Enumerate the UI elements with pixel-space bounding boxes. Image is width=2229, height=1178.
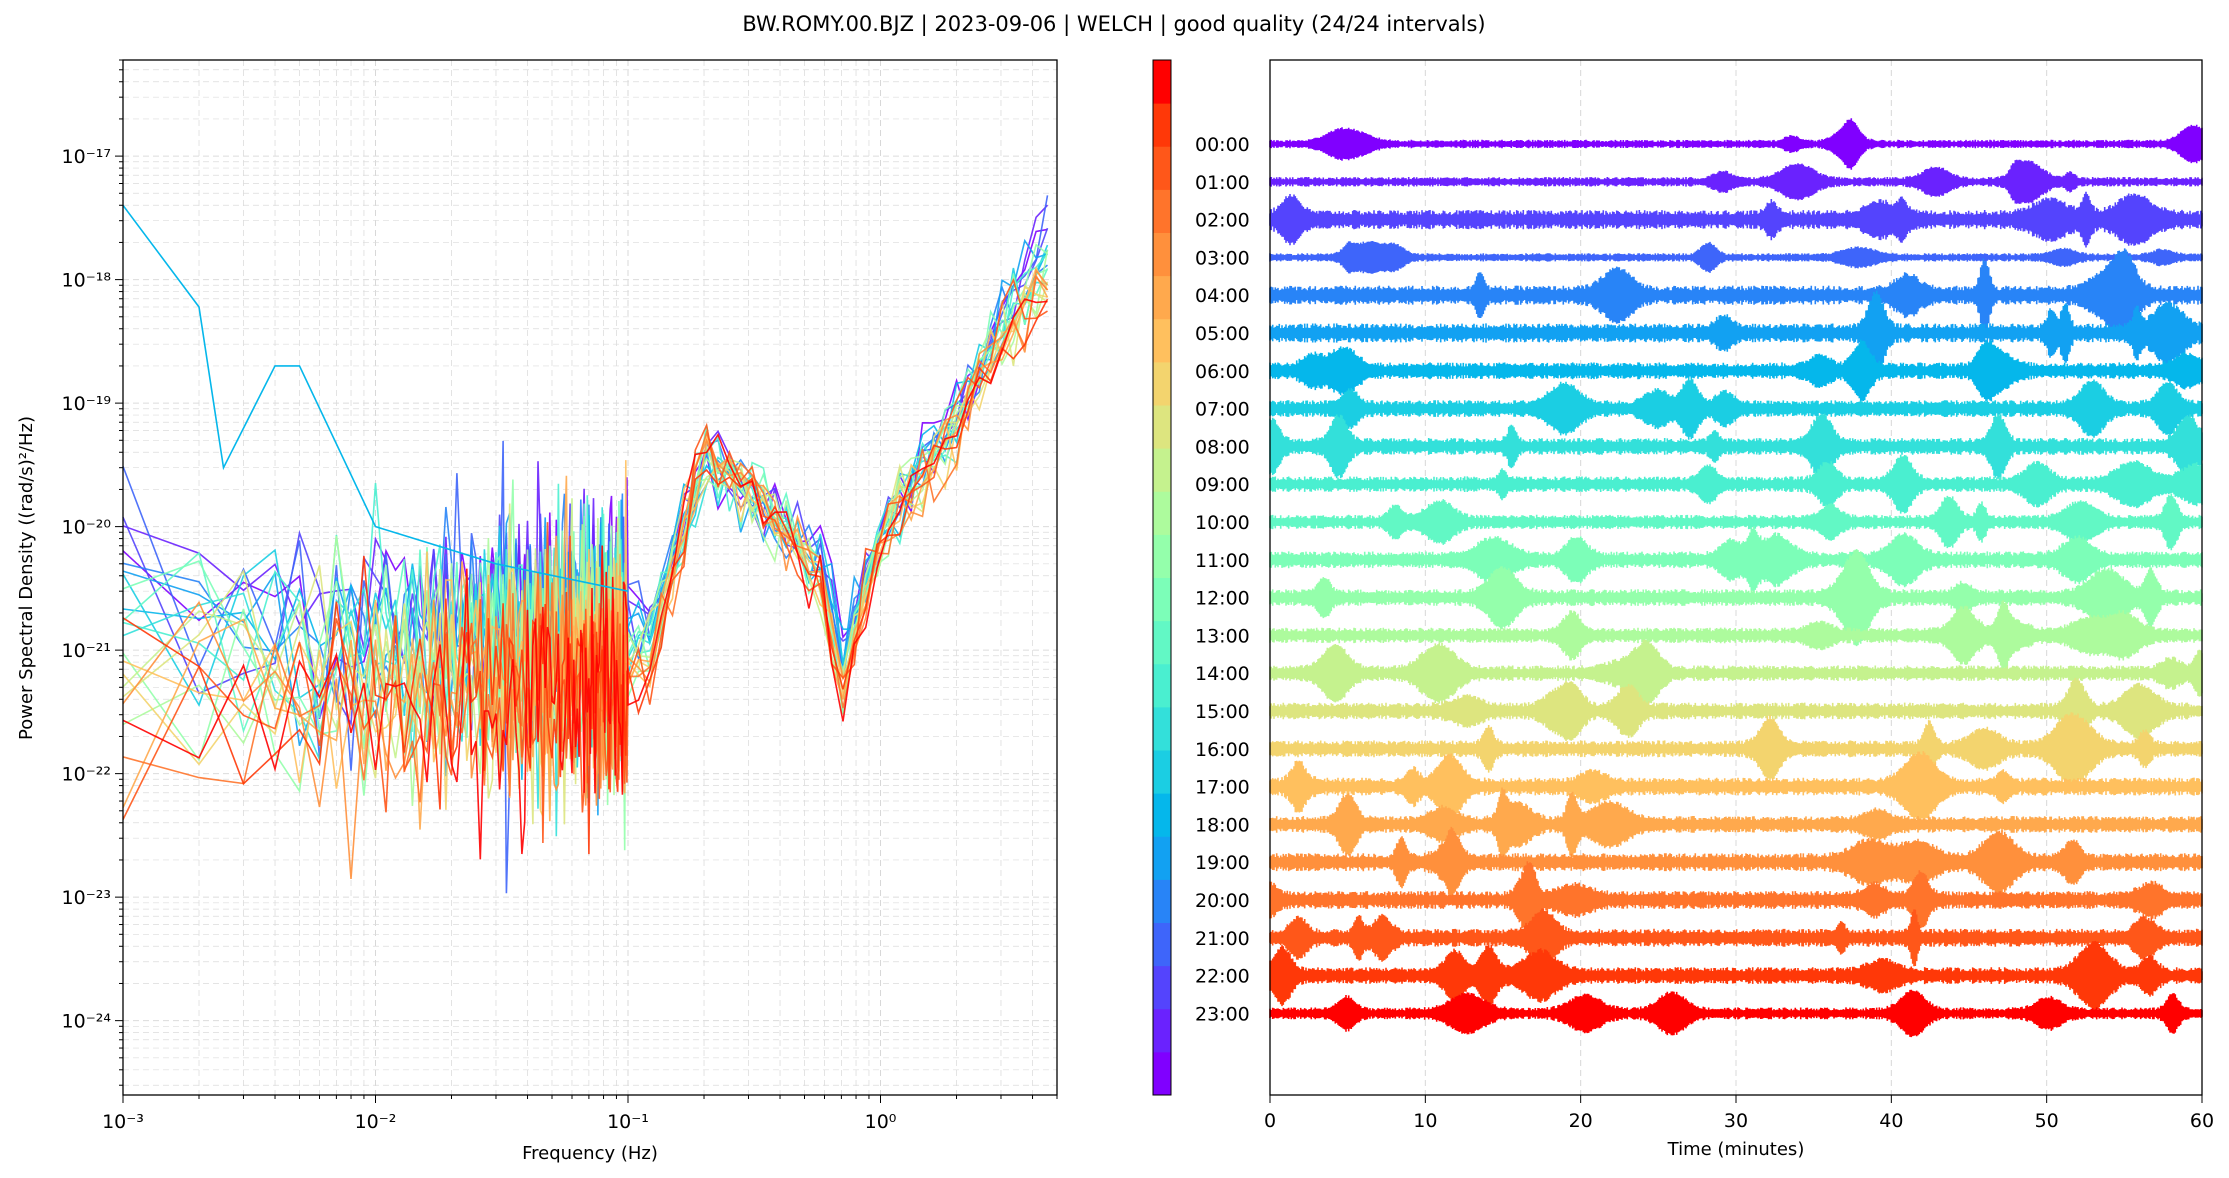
dayplot-ytick-label: 03:00 (1195, 247, 1250, 269)
psd-xtick-label: 10⁻¹ (607, 1111, 649, 1133)
colorbar-frame (1152, 59, 1172, 1096)
colorbar-segment (1153, 965, 1171, 1010)
dayplot-xtick-label: 50 (2035, 1110, 2059, 1132)
dayplot-ytick-label: 21:00 (1195, 928, 1250, 950)
psd-ytick-label: 10⁻¹⁷ (62, 146, 111, 168)
colorbar-segment (1153, 663, 1171, 708)
dayplot-ytick-label: 13:00 (1195, 625, 1250, 647)
colorbar-segment (1153, 405, 1171, 449)
psd-xtick-label: 10⁻² (355, 1111, 397, 1133)
dayplot-ytick-label: 10:00 (1195, 512, 1250, 534)
dayplot-xtick-label: 30 (1724, 1110, 1748, 1132)
dayplot-ytick-label: 22:00 (1195, 966, 1250, 988)
dayplot-ytick-label: 07:00 (1195, 399, 1250, 421)
dayplot-trace-1400 (1269, 639, 2203, 707)
dayplot-ytick-label: 05:00 (1195, 323, 1250, 345)
colorbar-segment (1153, 750, 1171, 794)
psd-xtick-label: 10⁰ (865, 1111, 897, 1133)
psd-axes-frame (122, 59, 1058, 1096)
colorbar-segment (1153, 793, 1171, 837)
colorbar-segment (1153, 448, 1171, 492)
colorbar-segment (1153, 146, 1171, 190)
colorbar-segment (1153, 1008, 1171, 1053)
colorbar-segment (1153, 534, 1171, 578)
psd-ytick-label: 10⁻²² (62, 764, 111, 786)
colorbar-segment (1153, 318, 1171, 363)
dayplot-ytick-label: 08:00 (1195, 436, 1250, 458)
dayplot-ytick-label: 17:00 (1195, 777, 1250, 799)
dayplot-ytick-label: 20:00 (1195, 890, 1250, 912)
dayplot-traces (1269, 118, 2203, 1038)
dayplot-xtick-label: 20 (1569, 1110, 1593, 1132)
colorbar-segment (1153, 361, 1171, 406)
figure-title: BW.ROMY.00.BJZ | 2023-09-06 | WELCH | go… (742, 12, 1485, 37)
dayplot-ytick-label: 12:00 (1195, 588, 1250, 610)
psd-line-hour-23 (122, 298, 1048, 860)
dayplot-ytick-label: 18:00 (1195, 814, 1250, 836)
dayplot-ytick-label: 19:00 (1195, 852, 1250, 874)
psd-grid (122, 59, 1058, 1095)
dayplot-ytick-label: 02:00 (1195, 210, 1250, 232)
psd-ytick-label: 10⁻²⁴ (62, 1011, 112, 1033)
dayplot-ytick-label: 15:00 (1195, 701, 1250, 723)
colorbar-segment (1153, 232, 1171, 277)
colorbar-segment (1153, 620, 1171, 665)
colorbar-segment (1153, 189, 1171, 233)
psd-lines (122, 195, 1049, 894)
colorbar-segment (1153, 879, 1171, 923)
colorbar-segment (1153, 275, 1171, 320)
psd-ytick-label: 10⁻²¹ (62, 640, 111, 662)
dayplot-ytick-label: 16:00 (1195, 739, 1250, 761)
dayplot-xlabel: Time (minutes) (1667, 1139, 1805, 1160)
dayplot-ytick-label: 23:00 (1195, 1003, 1250, 1025)
colorbar-segment (1153, 60, 1171, 104)
psd-ytick-label: 10⁻²³ (62, 887, 111, 909)
psd-outlier-line (122, 204, 629, 592)
dayplot-trace-2100 (1269, 908, 2203, 968)
psd-ylabel: Power Spectral Density ((rad/s)²/Hz) (16, 416, 37, 740)
dayplot-ytick-label: 01:00 (1195, 172, 1250, 194)
colorbar-segment (1153, 1051, 1171, 1096)
dayplot-trace-2300 (1269, 989, 2203, 1038)
colorbar-segment (1153, 103, 1171, 147)
psd-ytick-label: 10⁻²⁰ (62, 517, 111, 539)
colorbar-segment (1153, 577, 1171, 622)
psd-panel: 10⁻³ 10⁻² 10⁻¹ 10⁰ 10⁻²⁴ 10⁻²³ 10⁻²² 10⁻²¹ 10⁻²⁰… (16, 59, 1058, 1164)
colorbar-segment (1153, 706, 1171, 751)
dayplot-ytick-label: 09:00 (1195, 474, 1250, 496)
dayplot-ticks: 0 10 20 30 40 50 60 00:00 01:00 02:00 03:00 04:00 05… (1195, 134, 2214, 1132)
psd-xtick-label: 10⁻³ (102, 1111, 144, 1133)
dayplot-xtick-label: 0 (1264, 1110, 1276, 1132)
dayplot-xtick-label: 60 (2190, 1110, 2214, 1132)
dayplot-ytick-label: 14:00 (1195, 663, 1250, 685)
dayplot-trace-1900 (1269, 826, 2203, 898)
dayplot-trace-0100 (1269, 159, 2203, 204)
dayplot-ytick-label: 00:00 (1195, 134, 1250, 156)
psd-ytick-label: 10⁻¹⁸ (62, 270, 111, 292)
colorbar-segment (1153, 922, 1171, 967)
psd-ticks: 10⁻³ 10⁻² 10⁻¹ 10⁰ 10⁻²⁴ 10⁻²³ 10⁻²² 10⁻²¹ 10⁻²⁰… (62, 59, 1058, 1133)
colorbar-segment (1153, 836, 1171, 880)
hour-colorbar (1152, 59, 1172, 1096)
dayplot-ytick-label: 11:00 (1195, 550, 1250, 572)
dayplot-ytick-label: 06:00 (1195, 361, 1250, 383)
psd-ytick-label: 10⁻¹⁹ (62, 393, 111, 415)
dayplot-ytick-label: 04:00 (1195, 285, 1250, 307)
dayplot-xtick-label: 10 (1413, 1110, 1437, 1132)
colorbar-segment (1153, 491, 1171, 535)
psd-xlabel: Frequency (Hz) (522, 1143, 658, 1164)
dayplot-panel: 0 10 20 30 40 50 60 00:00 01:00 02:00 03:00 04:00 05… (1195, 59, 2214, 1160)
dayplot-xtick-label: 40 (1879, 1110, 1903, 1132)
